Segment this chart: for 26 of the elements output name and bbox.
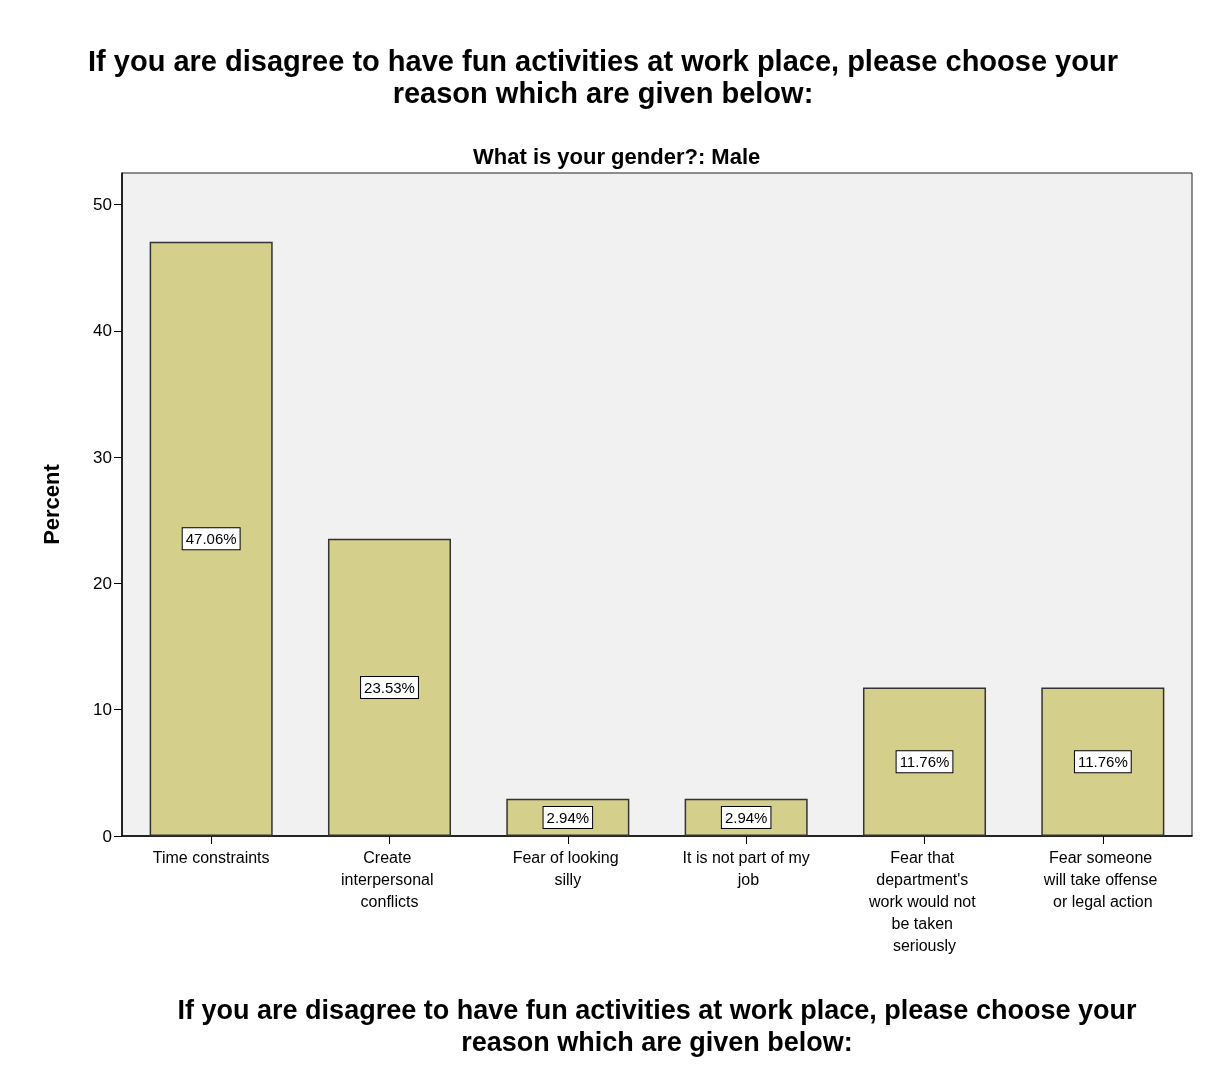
bar	[327, 538, 452, 836]
data-label: 11.76%	[1077, 753, 1128, 771]
bar	[1041, 687, 1165, 836]
chart-subtitle: What is your gender?: Male	[473, 143, 761, 169]
y-tick-label: 50	[93, 195, 112, 215]
x-tick-label: Fear someone will take offense or legal action	[1042, 848, 1162, 910]
x-tick-label: Time constraints	[152, 848, 270, 866]
data-label: 2.94%	[724, 808, 768, 826]
x-tick-label: It is not part of my job	[682, 848, 810, 888]
data-label: 2.94%	[546, 808, 590, 826]
y-tick-label: 10	[93, 700, 112, 720]
y-tick-label: 40	[93, 321, 112, 341]
data-label: 11.76%	[899, 753, 950, 771]
y-tick-label: 20	[93, 573, 112, 593]
data-label: 47.06%	[185, 530, 237, 548]
x-tick-label: Create interpersonal conflicts	[341, 848, 438, 910]
chart-title: If you are disagree to have fun activities at work place, please choose your reason which are given below:	[88, 45, 1118, 109]
x-tick-label: Fear that department's work would not be taken seriously	[867, 848, 981, 954]
x-tick-label: Fear of looking silly	[512, 848, 623, 888]
bar	[862, 687, 987, 836]
x-axis-title: If you are disagree to have fun activities at work place, please choose your reason which are given below:	[177, 995, 1137, 1057]
y-tick-label: 0	[102, 826, 112, 846]
y-tick-label: 30	[93, 447, 112, 467]
bar	[149, 241, 273, 836]
y-axis-title: Percent	[38, 463, 64, 545]
data-label: 23.53%	[364, 678, 415, 696]
